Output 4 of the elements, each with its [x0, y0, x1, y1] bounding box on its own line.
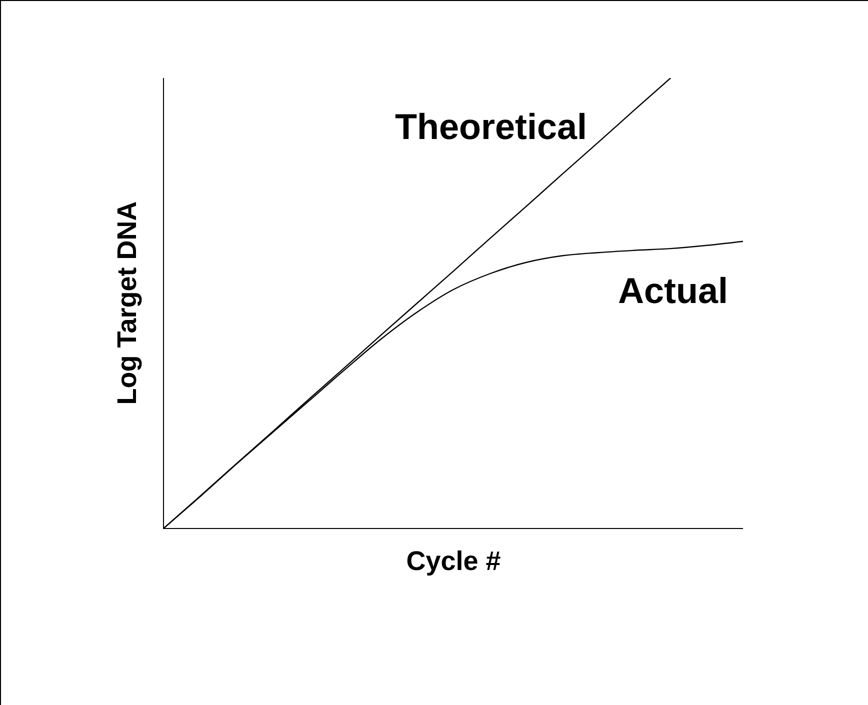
x-axis-title: Cycle #: [406, 546, 501, 576]
y-axis-title: Log Target DNA: [112, 201, 142, 405]
series-label: Actual: [618, 270, 728, 311]
series-label: Theoretical: [395, 106, 588, 147]
